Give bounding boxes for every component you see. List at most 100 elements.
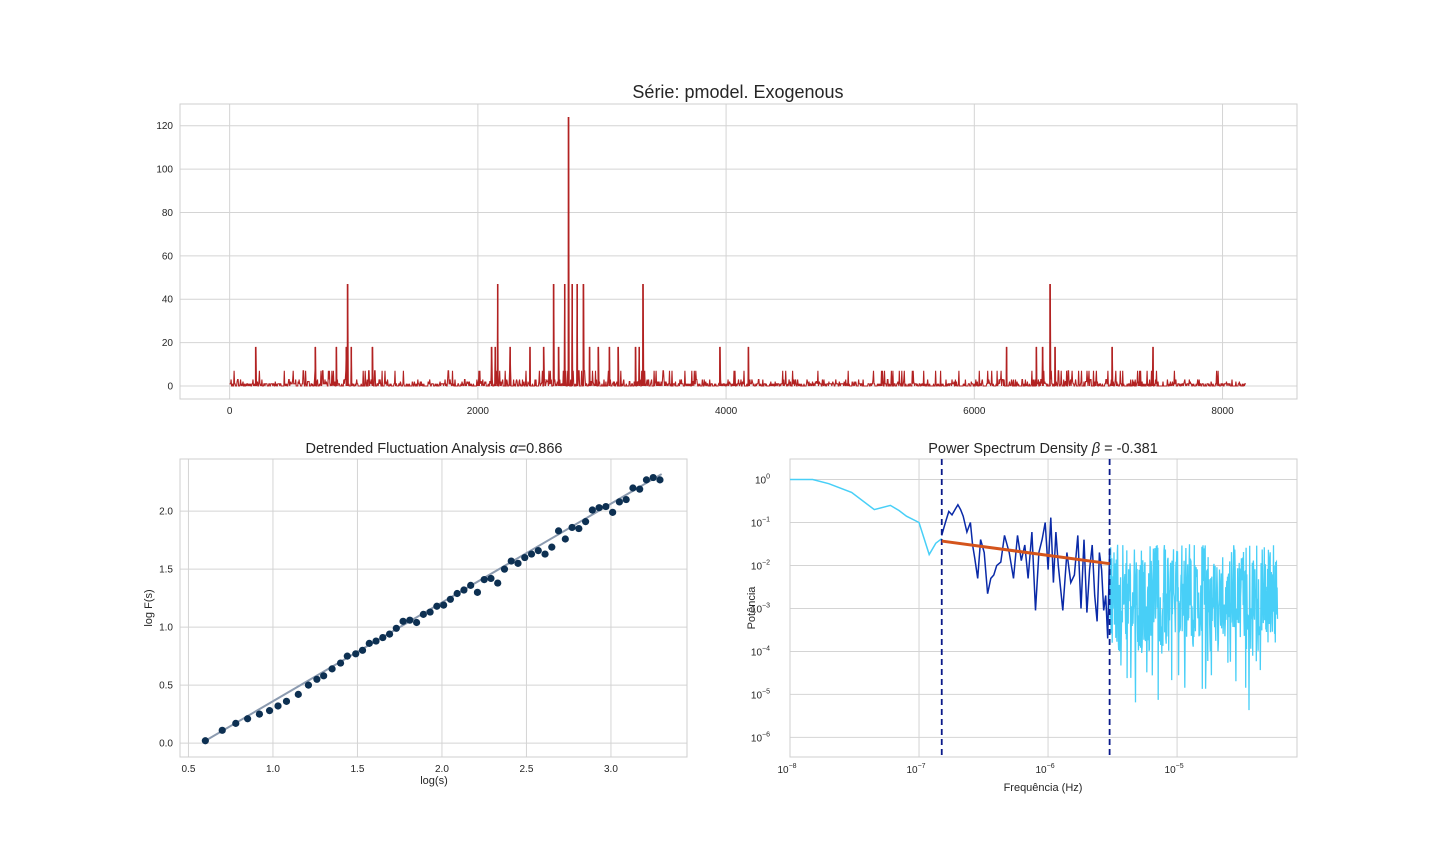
dfa-point [336,659,345,667]
timeseries-ytick-label: 100 [156,165,173,176]
psd-title: Power Spectrum Density β = -0.381 [928,441,1158,457]
dfa-point [433,602,441,610]
psd-panel: Power Spectrum Density β = -0.381 Frequê… [746,441,1298,794]
timeseries-panel: Série: pmodel. Exogenous 0 2000 4000 6000 80… [156,82,1298,417]
dfa-point [467,581,475,589]
dfa-ytick-label: 0.0 [159,739,173,750]
dfa-point [595,504,603,512]
dfa-xtick-label: 3.0 [604,764,618,775]
dfa-point [642,476,651,484]
dfa-xtick-label: 0.5 [181,764,195,775]
dfa-point [602,502,610,511]
dfa-point [615,498,624,506]
dfa-point [282,697,291,705]
dfa-point [406,616,414,624]
dfa-point [582,518,590,526]
dfa-point [656,476,664,484]
dfa-point [487,574,495,583]
dfa-point [453,589,461,598]
dfa-point [548,543,556,551]
dfa-point [274,702,282,710]
psd-series-high [1108,544,1279,711]
psd-xtick-label: 10−7 [906,763,925,776]
psd-ytick-label: 10−3 [751,602,770,615]
timeseries-xtick-label: 4000 [715,406,738,417]
dfa-ytick-label: 0.5 [159,681,173,692]
dfa-point [514,559,522,567]
dfa-point [473,588,482,596]
psd-fit-line [941,539,1110,566]
dfa-xtick-label: 2.5 [519,764,533,775]
dfa-panel: Detrended Fluctuation Analysis α=0.866 l… [143,441,688,787]
timeseries-ytick-label: 60 [162,251,174,262]
dfa-xtick-label: 1.5 [350,764,364,775]
dfa-point [399,617,407,625]
dfa-ytick-label: 1.0 [159,623,173,634]
psd-ytick-label: 10−1 [751,516,770,529]
dfa-point [328,665,336,673]
psd-xtick-label: 10−6 [1035,763,1054,776]
dfa-point [372,637,380,645]
psd-ytick-label: 100 [755,474,770,487]
psd-series-low [790,478,943,557]
timeseries-xtick-label: 0 [227,406,233,417]
dfa-point [561,535,569,543]
timeseries-xtick-label: 6000 [963,406,986,417]
dfa-title: Detrended Fluctuation Analysis α=0.866 [306,441,563,457]
dfa-point [636,485,644,493]
timeseries-ytick-label: 80 [162,208,174,219]
dfa-point [313,675,321,683]
psd-ytick-label: 10−6 [751,731,770,744]
dfa-point [622,495,630,504]
dfa-point [494,579,502,587]
dfa-point [358,646,367,654]
dfa-point [232,719,240,727]
dfa-point [352,650,360,658]
dfa-point [446,595,454,603]
dfa-point [568,523,576,532]
dfa-point [379,633,387,642]
dfa-point [244,715,252,723]
psd-series-mid [940,503,1111,639]
timeseries-line [229,116,1246,387]
timeseries-title: Série: pmodel. Exogenous [632,82,843,102]
dfa-point [521,553,529,562]
dfa-point [440,601,448,609]
dfa-ytick-label: 2.0 [159,507,173,518]
psd-ylabel: Potência [746,586,758,630]
timeseries-frame [179,103,1298,400]
dfa-point [480,575,488,584]
dfa-xlabel: log(s) [420,775,448,787]
timeseries-xtick-label: 8000 [1211,406,1234,417]
timeseries-ytick-label: 120 [156,121,173,132]
timeseries-ytick-label: 40 [162,295,174,306]
dfa-point [385,630,394,638]
psd-xlabel: Frequência (Hz) [1004,782,1083,794]
dfa-point [554,527,563,535]
dfa-point [343,652,351,660]
dfa-point [507,557,515,565]
dfa-point [541,550,549,558]
timeseries-ytick-label: 0 [167,381,173,392]
dfa-point [500,565,509,573]
psd-xtick-label: 10−8 [777,763,796,776]
dfa-point [365,639,373,647]
dfa-point [255,710,264,718]
dfa-point [460,586,468,594]
dfa-point [609,508,617,516]
dfa-point [294,690,302,698]
psd-xtick-label: 10−5 [1165,763,1184,776]
dfa-point [534,547,542,555]
dfa-xtick-label: 2.0 [435,764,449,775]
dfa-point [320,672,328,680]
dfa-point [426,608,434,616]
dfa-point [629,484,637,492]
dfa-point [304,681,313,689]
dfa-point [392,624,400,632]
dfa-frame [179,458,688,758]
dfa-xtick-label: 1.0 [266,764,280,775]
dfa-point [413,618,421,627]
dfa-point [201,737,209,745]
psd-ytick-label: 10−5 [751,688,770,701]
